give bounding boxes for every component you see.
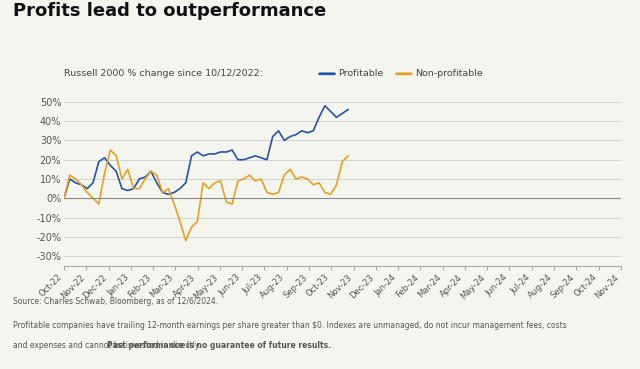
Text: Past performance is no guarantee of future results.: Past performance is no guarantee of futu… (107, 341, 331, 350)
Text: Profitable companies have trailing 12-month earnings per share greater than $0. : Profitable companies have trailing 12-mo… (13, 321, 566, 330)
Text: Non-profitable: Non-profitable (415, 69, 483, 78)
Text: Russell 2000 % change since 10/12/2022:: Russell 2000 % change since 10/12/2022: (64, 69, 263, 78)
Text: and expenses and cannot be invested in directly.: and expenses and cannot be invested in d… (13, 341, 203, 350)
Text: Source: Charles Schwab, Bloomberg, as of 12/6/2024.: Source: Charles Schwab, Bloomberg, as of… (13, 297, 218, 306)
Text: Profits lead to outperformance: Profits lead to outperformance (13, 2, 326, 20)
Text: Profitable: Profitable (339, 69, 384, 78)
